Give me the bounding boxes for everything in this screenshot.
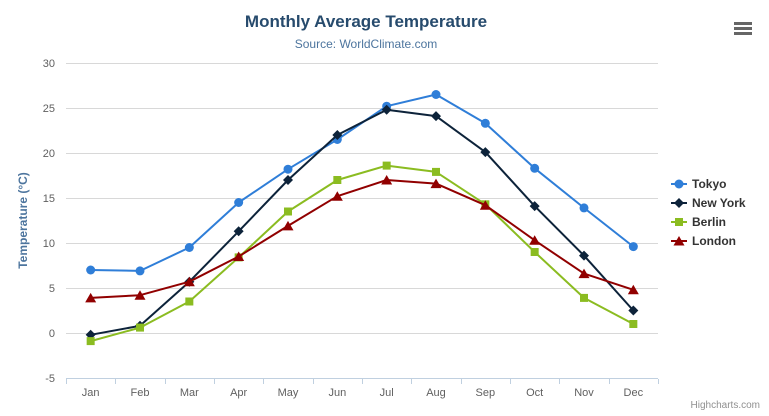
svg-text:Jun: Jun bbox=[328, 387, 346, 399]
legend-label: New York bbox=[692, 196, 746, 210]
legend-label: London bbox=[692, 234, 736, 248]
legend-label: Tokyo bbox=[692, 177, 727, 191]
svg-text:Nov: Nov bbox=[574, 387, 594, 399]
svg-text:Sep: Sep bbox=[476, 387, 496, 399]
svg-text:15: 15 bbox=[43, 193, 55, 205]
svg-text:25: 25 bbox=[43, 103, 55, 115]
legend-item-berlin[interactable]: Berlin bbox=[671, 215, 746, 229]
svg-text:-5: -5 bbox=[45, 373, 55, 385]
legend-marker-triangle-icon bbox=[671, 236, 687, 246]
hamburger-icon bbox=[734, 27, 752, 30]
chart-title: Monthly Average Temperature bbox=[244, 12, 488, 31]
export-menu-button[interactable] bbox=[734, 22, 752, 35]
legend-item-new-york[interactable]: New York bbox=[671, 196, 746, 210]
legend-item-london[interactable]: London bbox=[671, 234, 746, 248]
svg-text:5: 5 bbox=[49, 283, 55, 295]
svg-text:20: 20 bbox=[43, 148, 55, 160]
chart-subtitle: Source: WorldClimate.com bbox=[294, 37, 438, 51]
hamburger-icon bbox=[734, 32, 752, 35]
svg-text:Dec: Dec bbox=[624, 387, 644, 399]
svg-text:Aug: Aug bbox=[426, 387, 446, 399]
svg-text:Temperature (°C): Temperature (°C) bbox=[16, 172, 30, 269]
legend-marker-square-icon bbox=[671, 218, 687, 226]
svg-text:10: 10 bbox=[43, 238, 55, 250]
svg-text:30: 30 bbox=[43, 58, 55, 70]
svg-text:May: May bbox=[278, 387, 299, 399]
legend-label: Berlin bbox=[692, 215, 727, 229]
legend-marker-diamond-icon bbox=[671, 198, 687, 208]
svg-text:Mar: Mar bbox=[180, 387, 199, 399]
hamburger-icon bbox=[734, 22, 752, 25]
highcharts-credit[interactable]: Highcharts.com bbox=[690, 400, 760, 411]
svg-text:Apr: Apr bbox=[230, 387, 247, 399]
svg-text:Jul: Jul bbox=[380, 387, 394, 399]
legend-item-tokyo[interactable]: Tokyo bbox=[671, 177, 746, 191]
legend-marker-circle-icon bbox=[671, 179, 687, 189]
legend: Tokyo New York Berlin London bbox=[671, 177, 746, 248]
svg-text:Jan: Jan bbox=[82, 387, 100, 399]
svg-text:0: 0 bbox=[49, 328, 55, 340]
svg-text:Oct: Oct bbox=[526, 387, 543, 399]
svg-text:Feb: Feb bbox=[131, 387, 150, 399]
